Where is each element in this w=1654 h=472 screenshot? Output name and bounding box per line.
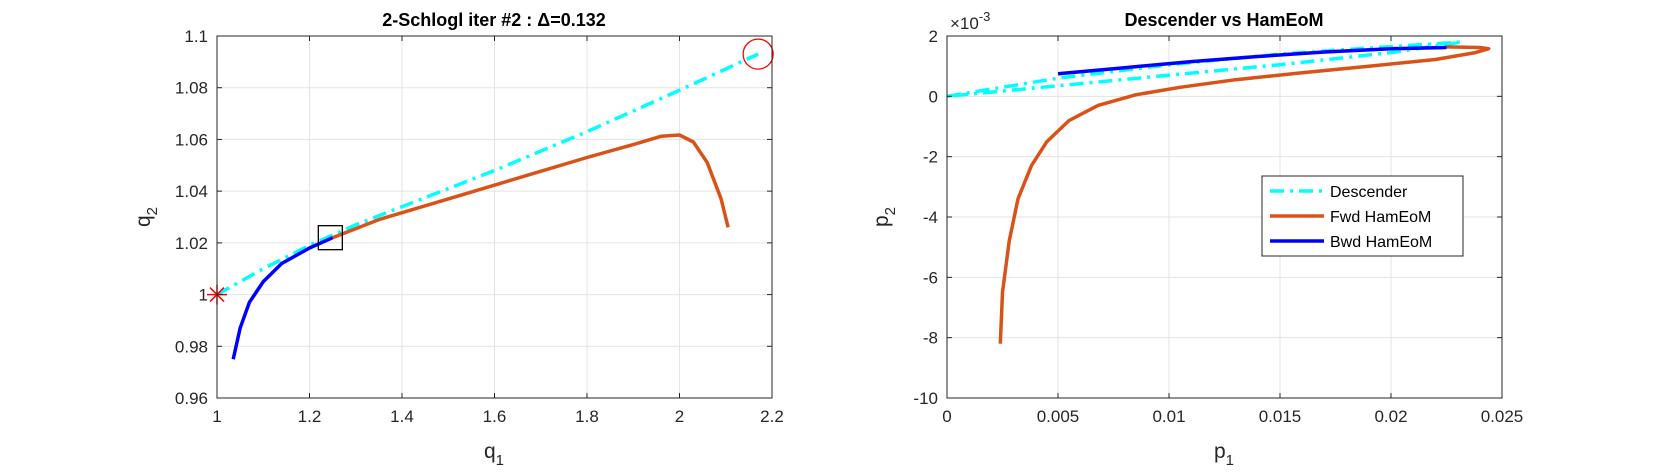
y-tick-label: -10 (913, 389, 938, 408)
left-plot-ylabel-main: q (132, 215, 155, 227)
legend: Descender Fwd HamEoM Bwd HamEoM (1261, 175, 1464, 257)
x-tick-label: 0.01 (1152, 407, 1185, 426)
y-tick-label: 1.02 (175, 234, 208, 253)
left-plot-ylabel: q2 (132, 207, 161, 227)
y-tick-label: -4 (923, 208, 938, 227)
left-plot-ticks: 1 1.2 1.4 1.6 1.8 2 2.2 0.96 0.98 1 1.02 1.04 1.06 1.… (175, 27, 784, 426)
left-plot-xlabel-main: q (484, 440, 496, 463)
right-plot-ylabel: p2 (870, 207, 899, 227)
end-marker (742, 38, 774, 70)
y-tick-label: 1.06 (175, 130, 208, 149)
y-tick-label: -8 (923, 329, 938, 348)
x-tick-label: 2.2 (760, 407, 784, 426)
y-tick-label: 1 (199, 286, 208, 305)
right-plot-exponent-base: ×10 (950, 14, 979, 33)
right-plot-xlabel-main: p (1214, 440, 1226, 463)
x-tick-label: 2 (675, 407, 684, 426)
right-plot-exponent-power: -3 (979, 9, 991, 24)
right-plot-exponent: ×10-3 (950, 9, 990, 33)
series-line (231, 236, 334, 360)
right-plot-ticks: 0 0.005 0.01 0.015 0.02 0.025 -10 -8 -6 -4 -2 0 2 (913, 27, 1523, 426)
legend-label: Fwd HamEoM (1330, 209, 1431, 226)
right-plot-title: Descender vs HamEoM (1124, 10, 1323, 30)
y-tick-label: 1.1 (184, 27, 208, 46)
x-tick-label: 0.005 (1037, 407, 1080, 426)
y-tick-label: 0.96 (175, 389, 208, 408)
y-tick-label: 1.08 (175, 79, 208, 98)
switch-marker (317, 225, 343, 251)
left-plot-grid (216, 35, 773, 399)
x-tick-label: 1.8 (575, 407, 599, 426)
right-plot-ylabel-sub: 2 (882, 207, 899, 215)
right-plot: 0 0.005 0.01 0.015 0.02 0.025 -10 -8 -6 -4 -2 0 2 De… (870, 9, 1523, 469)
y-tick-label: 0 (929, 87, 938, 106)
x-tick-label: 1.2 (298, 407, 322, 426)
left-plot-xlabel: q1 (484, 440, 504, 469)
x-tick-label: 0.025 (1481, 407, 1524, 426)
y-tick-label: 1.04 (175, 182, 208, 201)
legend-label: Descender (1330, 184, 1408, 201)
right-plot-ylabel-main: p (870, 215, 893, 227)
left-plot-xlabel-sub: 1 (496, 452, 504, 469)
x-tick-label: 0 (942, 407, 951, 426)
series-line (331, 133, 730, 240)
series-line (946, 40, 1464, 99)
left-plot-ylabel-sub: 2 (144, 207, 161, 215)
x-tick-label: 0.015 (1259, 407, 1302, 426)
x-tick-label: 1 (212, 407, 221, 426)
right-plot-xlabel-sub: 1 (1226, 452, 1234, 469)
series-line (216, 52, 759, 297)
series-line (998, 45, 1491, 344)
y-tick-label: -6 (923, 268, 938, 287)
left-plot-series (207, 38, 774, 360)
y-tick-label: 2 (929, 27, 938, 46)
left-plot-title: 2-Schlogl iter #2 : Δ=0.132 (382, 10, 606, 30)
right-plot-xlabel: p1 (1214, 440, 1234, 469)
legend-label: Bwd HamEoM (1330, 234, 1432, 251)
left-plot: 1 1.2 1.4 1.6 1.8 2 2.2 0.96 0.98 1 1.02 1.04 1.06 1.… (132, 10, 784, 469)
x-tick-label: 0.02 (1374, 407, 1407, 426)
right-plot-series (946, 40, 1491, 344)
y-tick-label: 0.98 (175, 337, 208, 356)
x-tick-label: 1.6 (483, 407, 507, 426)
series-line (1057, 45, 1447, 76)
y-tick-label: -2 (923, 148, 938, 167)
x-tick-label: 1.4 (390, 407, 414, 426)
